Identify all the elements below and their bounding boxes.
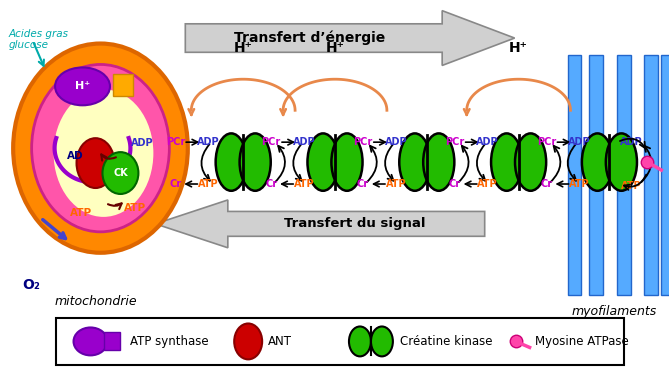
Bar: [113, 74, 133, 96]
Text: PCr: PCr: [445, 137, 464, 147]
Text: Cr: Cr: [170, 179, 182, 189]
Ellipse shape: [399, 134, 430, 191]
Text: Cr: Cr: [449, 179, 461, 189]
Text: ATP: ATP: [198, 179, 218, 189]
Text: ADP: ADP: [131, 138, 153, 148]
Text: ATP: ATP: [293, 179, 314, 189]
Ellipse shape: [240, 134, 271, 191]
Ellipse shape: [74, 327, 107, 356]
Text: myofilaments: myofilaments: [572, 305, 657, 318]
Ellipse shape: [491, 134, 522, 191]
Text: CK: CK: [113, 168, 128, 178]
Ellipse shape: [332, 134, 362, 191]
Ellipse shape: [13, 44, 188, 253]
Text: PCr: PCr: [537, 137, 556, 147]
Text: PCr: PCr: [353, 137, 373, 147]
Ellipse shape: [234, 324, 262, 359]
Text: ATP: ATP: [570, 179, 590, 189]
Text: mitochondrie: mitochondrie: [54, 295, 137, 308]
Ellipse shape: [31, 64, 170, 232]
Text: ATP: ATP: [125, 203, 147, 213]
Polygon shape: [186, 10, 515, 66]
Bar: [661, 56, 670, 295]
Ellipse shape: [515, 134, 546, 191]
Ellipse shape: [371, 327, 393, 356]
Text: Cr: Cr: [265, 179, 277, 189]
Text: Myosine ATPase: Myosine ATPase: [535, 335, 628, 348]
Text: ANT: ANT: [268, 335, 292, 348]
Text: ATP: ATP: [70, 208, 92, 218]
Text: ATP: ATP: [385, 179, 406, 189]
Ellipse shape: [216, 134, 247, 191]
Text: H⁺: H⁺: [75, 81, 90, 92]
Ellipse shape: [582, 134, 613, 191]
Ellipse shape: [349, 327, 371, 356]
FancyBboxPatch shape: [56, 318, 624, 365]
Ellipse shape: [76, 138, 115, 188]
Text: Cr: Cr: [357, 179, 369, 189]
Text: ATP synthase: ATP synthase: [131, 335, 209, 348]
Bar: [618, 56, 631, 295]
Bar: [645, 56, 659, 295]
Ellipse shape: [103, 152, 139, 194]
Text: Acides gras
glucose: Acides gras glucose: [9, 28, 69, 50]
Ellipse shape: [55, 68, 110, 105]
Ellipse shape: [308, 134, 338, 191]
Ellipse shape: [423, 134, 454, 191]
Text: ADP: ADP: [476, 137, 499, 147]
Text: ADP: ADP: [568, 137, 591, 147]
Bar: [567, 56, 582, 295]
Polygon shape: [155, 200, 484, 248]
Ellipse shape: [54, 89, 153, 217]
Bar: [105, 333, 121, 350]
Text: ADP: ADP: [620, 137, 643, 147]
Text: ADP: ADP: [385, 137, 407, 147]
Text: Transfert du signal: Transfert du signal: [284, 217, 425, 230]
Text: PCr: PCr: [165, 137, 185, 147]
Text: H⁺: H⁺: [326, 40, 344, 54]
Text: ATP: ATP: [477, 179, 498, 189]
Bar: [590, 56, 604, 295]
Text: ADP: ADP: [293, 137, 316, 147]
Text: O₂: O₂: [23, 278, 40, 292]
Text: Transfert d’énergie: Transfert d’énergie: [234, 30, 386, 45]
Text: H⁺: H⁺: [509, 40, 528, 54]
Text: AD: AD: [67, 151, 84, 161]
Text: H⁺: H⁺: [234, 40, 253, 54]
Text: PCr: PCr: [261, 137, 281, 147]
Text: ADP: ADP: [197, 137, 220, 147]
Text: Créatine kinase: Créatine kinase: [400, 335, 492, 348]
Text: Cr: Cr: [541, 179, 553, 189]
Ellipse shape: [606, 134, 637, 191]
Text: ATP: ATP: [621, 181, 642, 191]
